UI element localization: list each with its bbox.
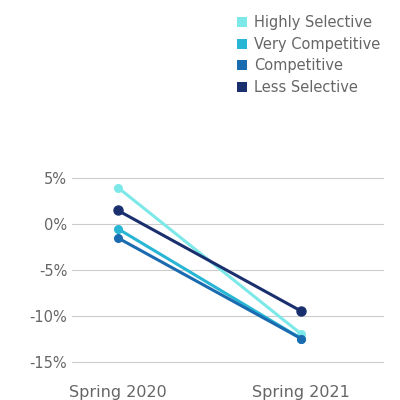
Competitive: [299, 336, 304, 341]
Highly Selective: [116, 185, 120, 190]
Less Selective: [116, 208, 120, 213]
Very Competitive: [299, 336, 304, 341]
Legend: Highly Selective, Very Competitive, Competitive, Less Selective: Highly Selective, Very Competitive, Comp…: [237, 15, 381, 95]
Line: Less Selective: Less Selective: [113, 206, 306, 316]
Very Competitive: [116, 226, 120, 231]
Line: Competitive: Competitive: [114, 234, 305, 342]
Competitive: [116, 236, 120, 240]
Less Selective: [299, 309, 304, 314]
Line: Very Competitive: Very Competitive: [114, 225, 305, 342]
Line: Highly Selective: Highly Selective: [114, 184, 305, 338]
Highly Selective: [299, 332, 304, 336]
